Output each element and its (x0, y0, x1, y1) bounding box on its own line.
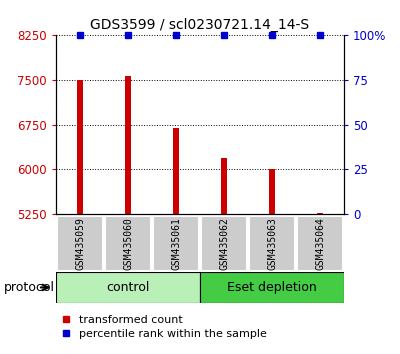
Bar (200, 272, 344, 303)
Bar (153, 216, 199, 271)
Bar (105, 216, 151, 271)
Bar (57, 216, 103, 271)
Bar (125, 76, 131, 214)
Text: GSM435060: GSM435060 (123, 217, 133, 270)
Bar (317, 213, 323, 214)
Bar (201, 216, 247, 271)
Bar (249, 216, 295, 271)
Bar (173, 128, 179, 214)
Text: GSM435063: GSM435063 (267, 217, 277, 270)
Text: protocol: protocol (4, 281, 55, 294)
Text: GSM435061: GSM435061 (171, 217, 181, 270)
Title: GDS3599 / scl0230721.14_14-S: GDS3599 / scl0230721.14_14-S (90, 17, 310, 32)
Text: GSM435059: GSM435059 (75, 217, 85, 270)
Bar (77, 80, 83, 214)
Text: control: control (106, 281, 150, 294)
Bar (221, 158, 227, 214)
Text: Eset depletion: Eset depletion (227, 281, 317, 294)
Text: GSM435064: GSM435064 (315, 217, 325, 270)
Bar (56, 272, 200, 303)
Legend: transformed count, percentile rank within the sample: transformed count, percentile rank withi… (58, 311, 271, 343)
Bar (269, 170, 275, 214)
Bar (297, 216, 343, 271)
Text: GSM435062: GSM435062 (219, 217, 229, 270)
